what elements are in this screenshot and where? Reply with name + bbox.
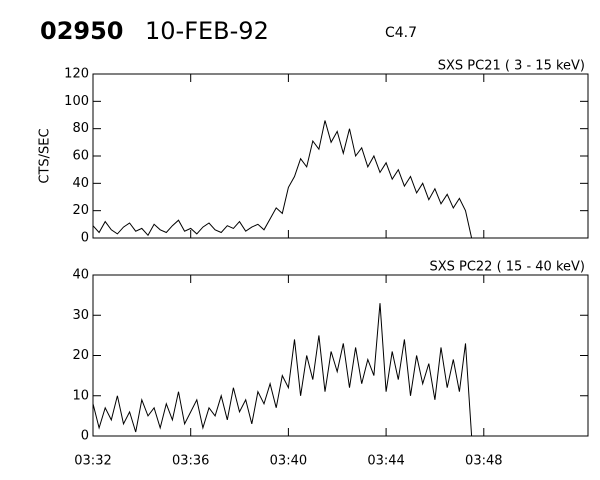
y-tick-label: 120 bbox=[64, 67, 89, 82]
x-tick-label: 03:48 bbox=[465, 454, 502, 469]
event-date: 10-FEB-92 bbox=[145, 17, 269, 45]
y-tick-label: 20 bbox=[72, 348, 89, 363]
panel-title: SXS PC21 ( 3 - 15 keV) bbox=[438, 59, 585, 74]
data-line bbox=[92, 120, 473, 239]
y-tick-label: 100 bbox=[64, 94, 89, 109]
plot-frame bbox=[92, 73, 589, 239]
x-tick-label: 03:36 bbox=[172, 454, 209, 469]
y-tick-label: 30 bbox=[72, 308, 89, 323]
event-id: 02950 bbox=[40, 17, 124, 45]
x-tick-label: 03:32 bbox=[74, 454, 111, 469]
x-tick-label: 03:40 bbox=[270, 454, 307, 469]
x-tick-label: 03:44 bbox=[367, 454, 404, 469]
flare-class: C4.7 bbox=[385, 25, 417, 41]
y-tick-label: 60 bbox=[72, 149, 89, 164]
y-tick-label: 40 bbox=[72, 176, 89, 191]
y-tick-label: 0 bbox=[81, 429, 89, 444]
y-tick-label: 20 bbox=[72, 203, 89, 218]
y-tick-label: 0 bbox=[81, 231, 89, 246]
data-line bbox=[92, 303, 473, 437]
y-tick-label: 80 bbox=[72, 121, 89, 136]
panel-title: SXS PC22 ( 15 - 40 keV) bbox=[429, 260, 585, 275]
y-tick-label: 10 bbox=[72, 388, 89, 403]
y-axis-label: CTS/SEC bbox=[38, 128, 53, 183]
y-tick-label: 40 bbox=[72, 268, 89, 283]
